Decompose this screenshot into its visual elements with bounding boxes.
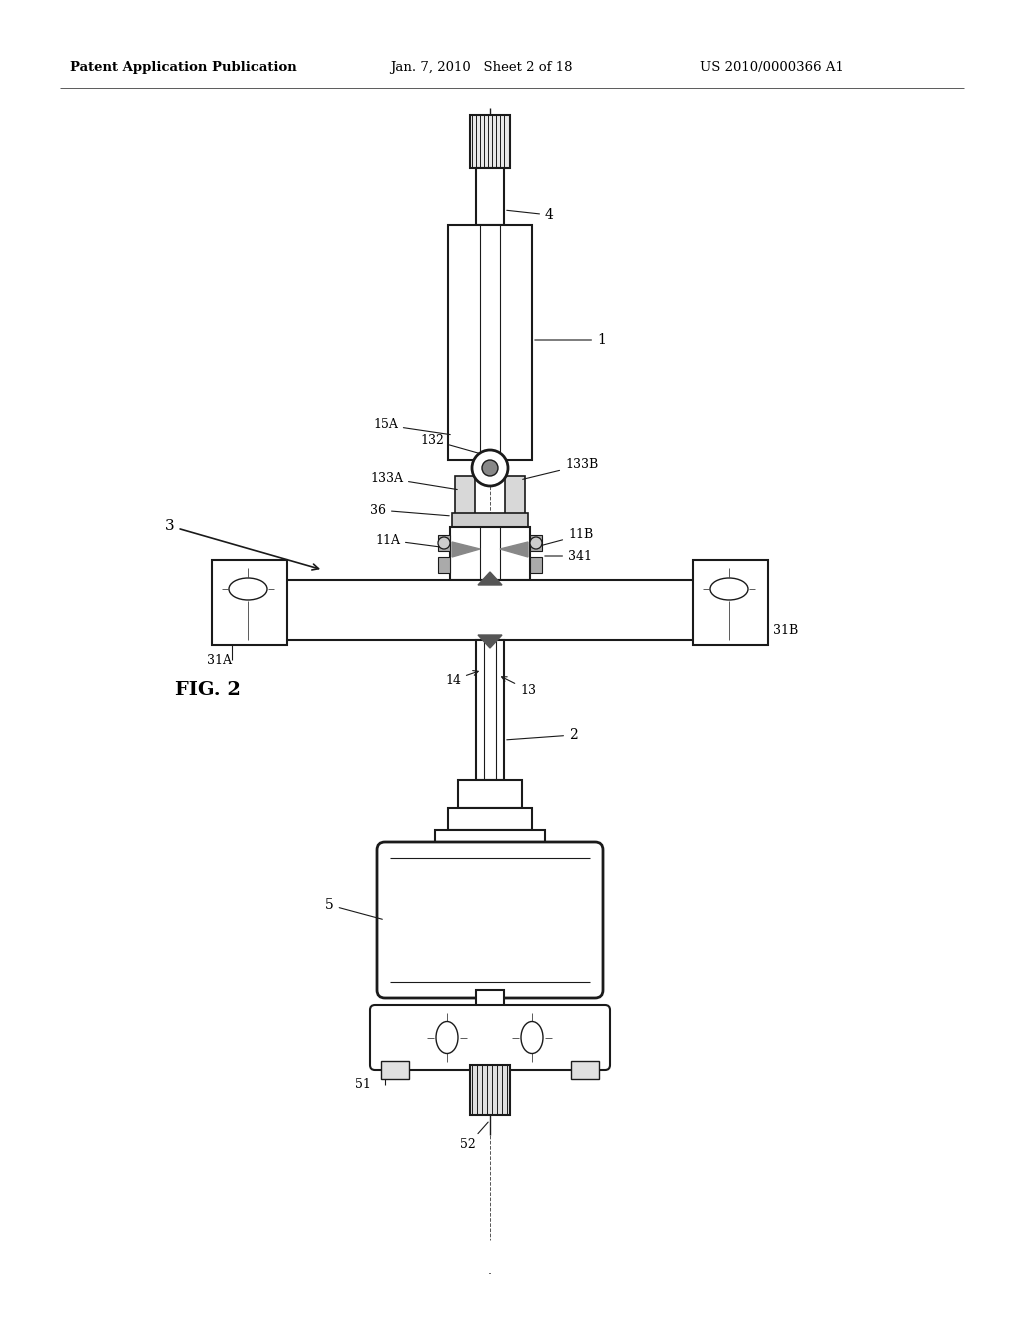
Circle shape (438, 537, 450, 549)
Ellipse shape (710, 578, 748, 601)
Text: 11A: 11A (375, 533, 445, 548)
Text: 133B: 133B (522, 458, 598, 479)
Text: Jan. 7, 2010   Sheet 2 of 18: Jan. 7, 2010 Sheet 2 of 18 (390, 62, 572, 74)
Bar (450, 527, 530, 579)
FancyBboxPatch shape (377, 842, 603, 998)
Text: FIG. 2: FIG. 2 (175, 681, 241, 700)
Bar (435, 830, 545, 850)
Text: 14: 14 (445, 671, 478, 686)
Polygon shape (500, 543, 528, 557)
Text: 5: 5 (325, 898, 382, 919)
Text: US 2010/0000366 A1: US 2010/0000366 A1 (700, 62, 844, 74)
FancyBboxPatch shape (370, 1005, 610, 1071)
Polygon shape (478, 572, 502, 585)
Bar (476, 168, 504, 224)
Text: 11B: 11B (535, 528, 593, 548)
Bar (215, 579, 765, 640)
Bar (505, 477, 525, 525)
Ellipse shape (521, 1022, 543, 1053)
Bar (458, 780, 522, 808)
Text: 133A: 133A (370, 471, 458, 490)
Text: 132: 132 (420, 433, 482, 454)
Circle shape (482, 459, 498, 477)
Text: 36: 36 (370, 503, 450, 516)
Bar (452, 513, 528, 527)
Bar (530, 535, 542, 550)
Bar (449, 808, 532, 830)
Text: 15A: 15A (373, 418, 451, 434)
Text: 3: 3 (165, 519, 318, 570)
Bar (449, 224, 532, 459)
Bar (470, 1065, 510, 1115)
Bar (438, 535, 450, 550)
Text: 2: 2 (507, 729, 578, 742)
Circle shape (530, 537, 542, 549)
Bar (476, 640, 504, 780)
Ellipse shape (436, 1022, 458, 1053)
Bar (470, 115, 510, 168)
Bar (530, 557, 542, 573)
Circle shape (472, 450, 508, 486)
Text: 51: 51 (355, 1078, 371, 1092)
Text: 4: 4 (507, 209, 554, 222)
Polygon shape (452, 543, 480, 557)
Text: 31B: 31B (773, 623, 799, 636)
Bar (438, 557, 450, 573)
Text: .: . (488, 1263, 492, 1276)
Bar (571, 1061, 599, 1078)
Ellipse shape (229, 578, 267, 601)
Text: 52: 52 (460, 1122, 488, 1151)
Bar (476, 990, 504, 1010)
Bar (693, 560, 768, 645)
Text: 1: 1 (535, 333, 606, 347)
Text: 341: 341 (545, 549, 592, 562)
Bar (212, 560, 287, 645)
Text: 13: 13 (502, 677, 536, 697)
Bar (381, 1061, 409, 1078)
Bar (455, 477, 475, 525)
Polygon shape (478, 635, 502, 648)
Bar (455, 525, 525, 543)
Text: 31A: 31A (207, 653, 232, 667)
Text: Patent Application Publication: Patent Application Publication (70, 62, 297, 74)
